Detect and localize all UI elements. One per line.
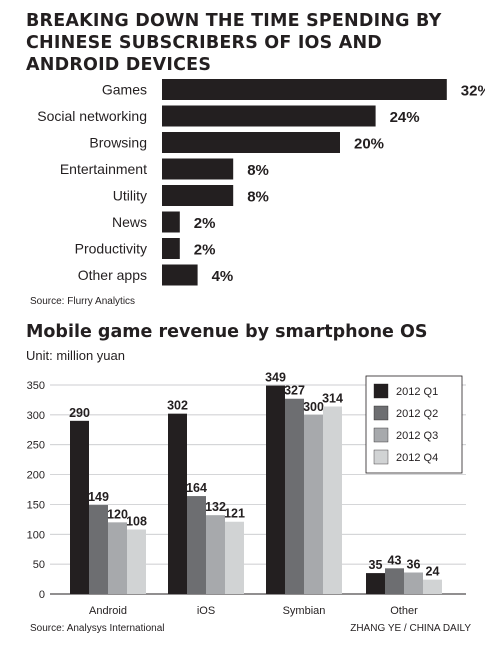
bar	[162, 79, 447, 100]
value-label: 4%	[212, 268, 234, 285]
category-label: Other apps	[78, 267, 147, 283]
category-label: Entertainment	[60, 161, 147, 177]
bar	[108, 522, 127, 594]
revenue-unit-label: Unit: million yuan	[26, 348, 125, 363]
bar	[323, 406, 342, 594]
time-spending-source: Source: Flurry Analytics	[30, 296, 136, 307]
value-label: 32%	[461, 83, 485, 100]
y-tick-label: 150	[27, 499, 45, 511]
data-label: 290	[69, 406, 90, 420]
category-label: Games	[102, 82, 147, 98]
category-label: Browsing	[89, 135, 147, 151]
bar	[162, 211, 180, 233]
category-label: News	[112, 214, 147, 230]
data-label: 302	[167, 399, 188, 413]
value-label: 2%	[194, 215, 216, 232]
category-label: Social networking	[37, 108, 147, 124]
value-label: 24%	[390, 109, 420, 126]
bar	[285, 398, 304, 594]
time-spending-chart-title: BREAKING DOWN THE TIME SPENDING BY CHINE…	[26, 11, 442, 75]
value-label: 20%	[354, 136, 384, 153]
bar	[187, 496, 206, 594]
bar	[266, 385, 285, 594]
data-label: 132	[205, 500, 226, 514]
legend-label: 2012 Q2	[396, 408, 438, 420]
value-label: 2%	[194, 242, 216, 259]
data-label: 43	[388, 553, 402, 567]
y-tick-label: 350	[27, 380, 45, 392]
bar	[225, 521, 244, 594]
y-tick-label: 100	[27, 529, 45, 541]
bar	[162, 238, 180, 259]
data-label: 327	[284, 384, 305, 398]
data-label: 164	[186, 481, 207, 495]
category-label: Utility	[113, 188, 147, 204]
data-label: 149	[88, 490, 109, 504]
bar	[162, 185, 234, 206]
data-label: 349	[265, 371, 286, 385]
data-label: 108	[126, 515, 147, 529]
y-tick-label: 0	[39, 589, 45, 601]
bar	[162, 158, 234, 180]
bar	[162, 105, 376, 127]
value-label: 8%	[247, 189, 269, 206]
category-label: Productivity	[75, 241, 147, 257]
bar	[423, 579, 442, 594]
revenue-source: Source: Analysys International	[30, 623, 165, 634]
bar	[89, 505, 108, 594]
legend-swatch	[373, 427, 389, 443]
bar	[366, 573, 385, 594]
bar	[127, 529, 146, 594]
legend-label: 2012 Q3	[396, 430, 438, 442]
data-label: 35	[369, 558, 383, 572]
time-spending-bar-chart: Games 32% Social networking 24% Browsing 20% E…	[37, 79, 485, 286]
data-label: 24	[426, 565, 440, 579]
bar	[404, 572, 423, 594]
legend-swatch	[373, 383, 389, 399]
bar	[162, 264, 198, 286]
bar	[70, 420, 89, 594]
y-tick-label: 200	[27, 470, 45, 482]
graphic-credit: ZHANG YE / CHINA DAILY	[350, 623, 471, 634]
y-tick-label: 50	[33, 559, 45, 571]
revenue-chart-title: Mobile game revenue by smartphone OS	[26, 322, 428, 342]
legend-swatch	[373, 449, 389, 465]
bar	[304, 414, 323, 594]
data-label: 120	[107, 507, 128, 521]
y-tick-label: 300	[27, 410, 45, 422]
bar	[168, 413, 187, 594]
bar	[162, 132, 340, 153]
data-label: 36	[407, 558, 421, 572]
legend-swatch	[373, 405, 389, 421]
legend-label: 2012 Q4	[396, 452, 438, 464]
x-tick-label: Other	[390, 605, 418, 617]
bar	[206, 515, 225, 594]
legend: 2012 Q1 2012 Q2 2012 Q3 2012 Q4	[365, 375, 463, 474]
data-label: 121	[224, 507, 245, 521]
data-label: 300	[303, 400, 324, 414]
value-label: 8%	[247, 162, 269, 179]
x-tick-label: iOS	[197, 605, 215, 617]
bar	[385, 568, 404, 594]
y-tick-label: 250	[27, 440, 45, 452]
legend-label: 2012 Q1	[396, 386, 438, 398]
x-tick-label: Symbian	[283, 605, 326, 617]
x-tick-label: Android	[89, 605, 127, 617]
data-label: 314	[322, 391, 343, 405]
